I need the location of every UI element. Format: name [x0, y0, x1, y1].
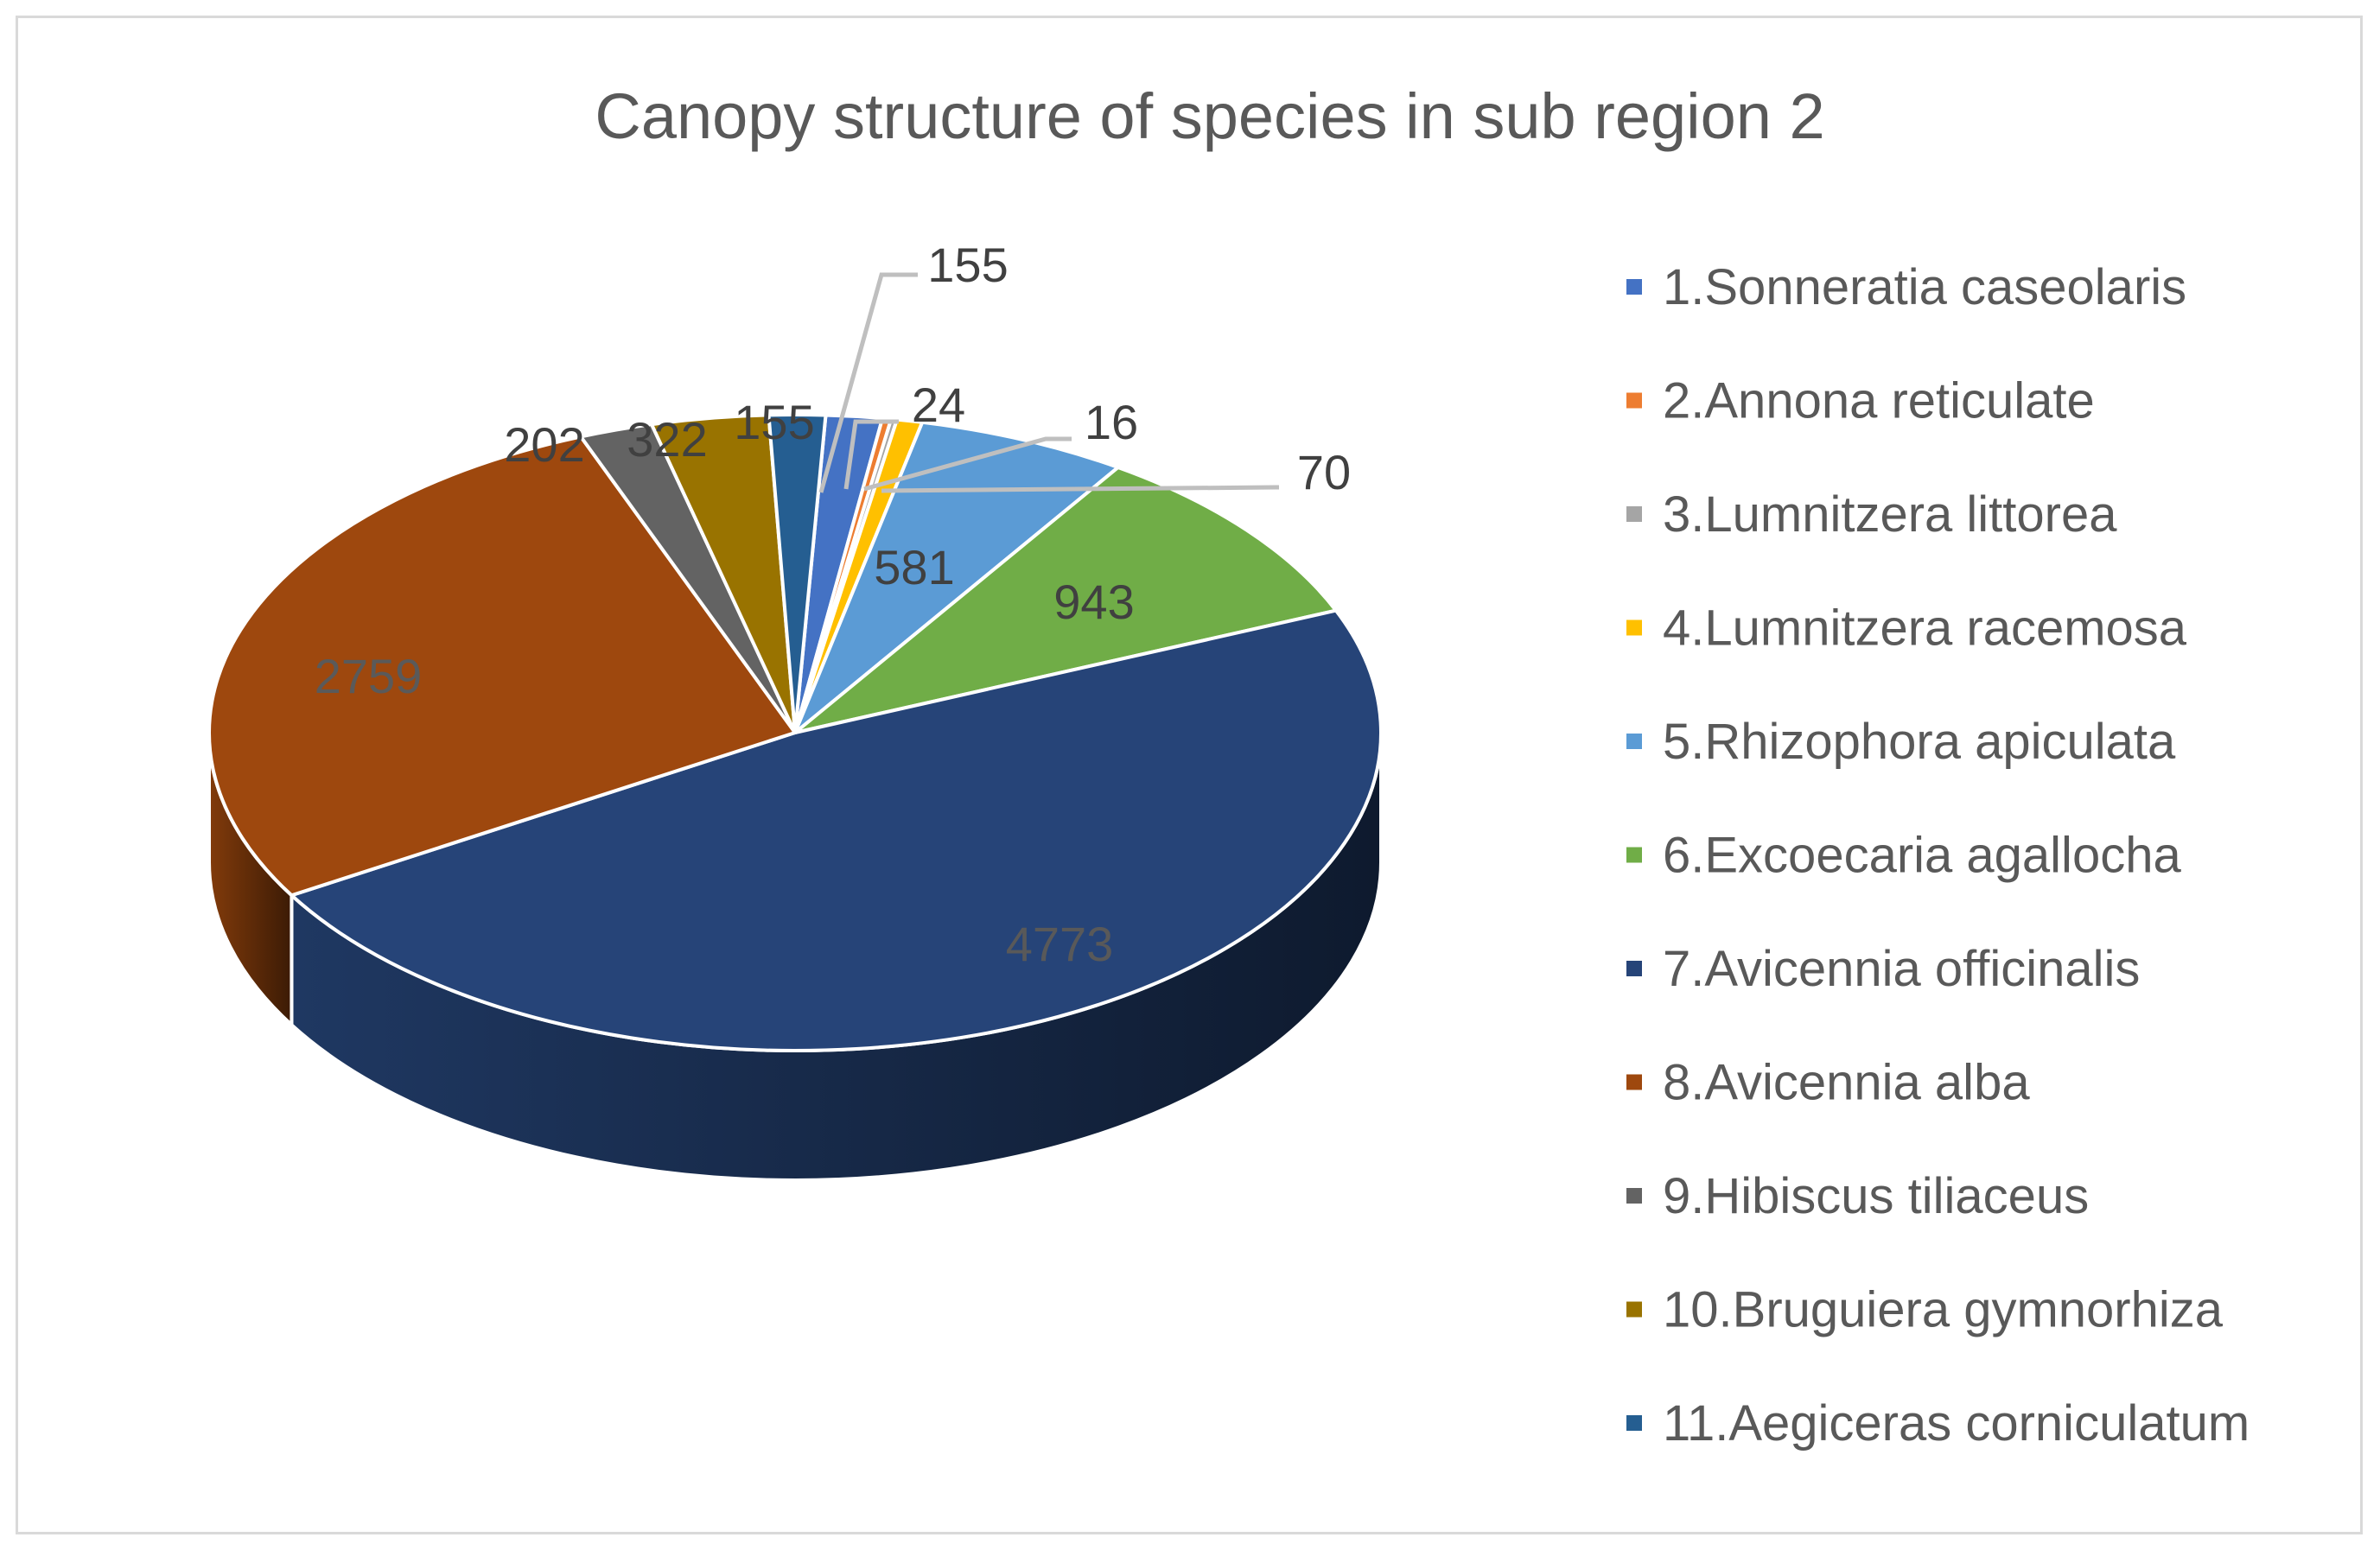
legend-swatch-3 [1626, 506, 1642, 522]
pie-slice-7 [290, 608, 1383, 1052]
legend-swatch-7 [1626, 961, 1642, 976]
legend-swatch-1 [1626, 279, 1642, 295]
legend-swatch-5 [1626, 734, 1642, 749]
legend-label-5: 5.Rhizophora apiculata [1663, 714, 2176, 770]
legend-swatch-11 [1626, 1415, 1642, 1431]
pie-slice-5 [793, 420, 1120, 734]
leader-line-4 [881, 485, 1279, 493]
legend-label-9: 9.Hibiscus tiliaceus [1663, 1168, 2089, 1224]
data-label-11: 155 [734, 395, 814, 449]
legend-label-3: 3.Lumnitzera littorea [1663, 486, 2117, 543]
legend-swatch-4 [1626, 619, 1642, 636]
leader-line-1 [818, 272, 918, 493]
data-label-8: 2759 [315, 649, 423, 703]
legend-label-10: 10.Bruguiera gymnorhiza [1663, 1282, 2224, 1338]
leader-lines [818, 272, 1279, 493]
data-label-10: 322 [627, 412, 707, 467]
legend-label-1: 1.Sonneratia caseolaris [1663, 259, 2186, 315]
data-label-7: 4773 [1006, 917, 1114, 971]
data-label-6: 943 [1053, 575, 1134, 629]
data-labels: 155 24 16 70 581 943 4773 2759 202 322 155 [315, 238, 1351, 971]
legend-swatch-10 [1626, 1301, 1642, 1318]
legend-label-2: 2.Annona reticulate [1663, 373, 2095, 429]
leader-line-3 [863, 436, 1072, 492]
legend-label-11: 11.Aegiceras corniculatum [1663, 1395, 2250, 1452]
data-label-2: 24 [912, 378, 965, 432]
legend-label-8: 8.Avicennia alba [1663, 1055, 2030, 1111]
data-label-3: 16 [1085, 395, 1138, 449]
legend-swatch-6 [1626, 847, 1642, 863]
legend-label-4: 4.Lumnitzera racemosa [1663, 600, 2187, 657]
legend: 1.Sonneratia caseolaris 2.Annona reticula… [1626, 259, 2250, 1452]
pie-tops [207, 413, 1383, 1052]
legend-swatch-2 [1626, 392, 1642, 409]
legend-swatch-9 [1626, 1188, 1642, 1204]
pie-slice-6 [793, 465, 1338, 734]
data-label-1: 155 [927, 238, 1008, 292]
data-label-4: 70 [1297, 445, 1351, 499]
leader-line-2 [843, 419, 899, 490]
legend-swatch-8 [1626, 1074, 1642, 1090]
data-label-9: 202 [504, 417, 584, 472]
chart-title: Canopy structure of species in sub regio… [595, 80, 1824, 152]
pie-slice-11 [767, 413, 828, 734]
pie-slice-8 [207, 435, 797, 898]
legend-label-6: 6.Excoecaria agallocha [1663, 828, 2181, 884]
data-label-5: 581 [874, 540, 954, 594]
legend-label-7: 7.Avicennia officinalis [1663, 941, 2140, 997]
